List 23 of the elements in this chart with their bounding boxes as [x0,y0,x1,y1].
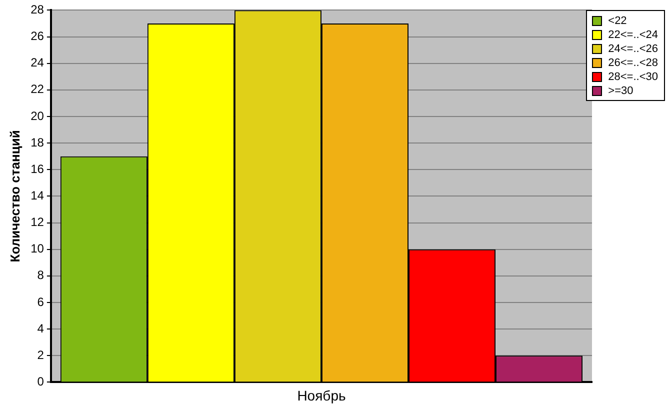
y-tick-label: 16 [30,162,44,176]
y-tick-label: 28 [30,2,44,17]
y-tick-label: 22 [30,82,44,96]
y-tick-label: 2 [37,348,44,362]
legend-label: >=30 [608,85,634,97]
y-tick-label: 8 [37,268,44,282]
legend-label: 24<=..<26 [608,43,658,55]
y-tick-label: 14 [30,188,44,203]
y-tick-label: 18 [30,135,44,150]
y-tick-label: 26 [30,29,44,44]
y-tick-label: 0 [37,374,44,389]
y-axis-title: Количество станций [7,130,22,262]
legend-label: 26<=..<28 [608,57,658,69]
legend-label: 22<=..<24 [608,29,658,41]
y-tick-label: 12 [30,215,44,230]
x-tick-label: Ноябрь [297,387,346,404]
y-tick-label: 10 [30,242,44,256]
y-tick-label: 6 [37,294,44,309]
y-tick-label: 24 [30,56,44,70]
y-tick-label: 20 [30,108,44,123]
legend-label: 28<=..<30 [608,71,658,83]
legend-label: <22 [608,15,627,27]
y-tick-label: 4 [37,321,44,336]
